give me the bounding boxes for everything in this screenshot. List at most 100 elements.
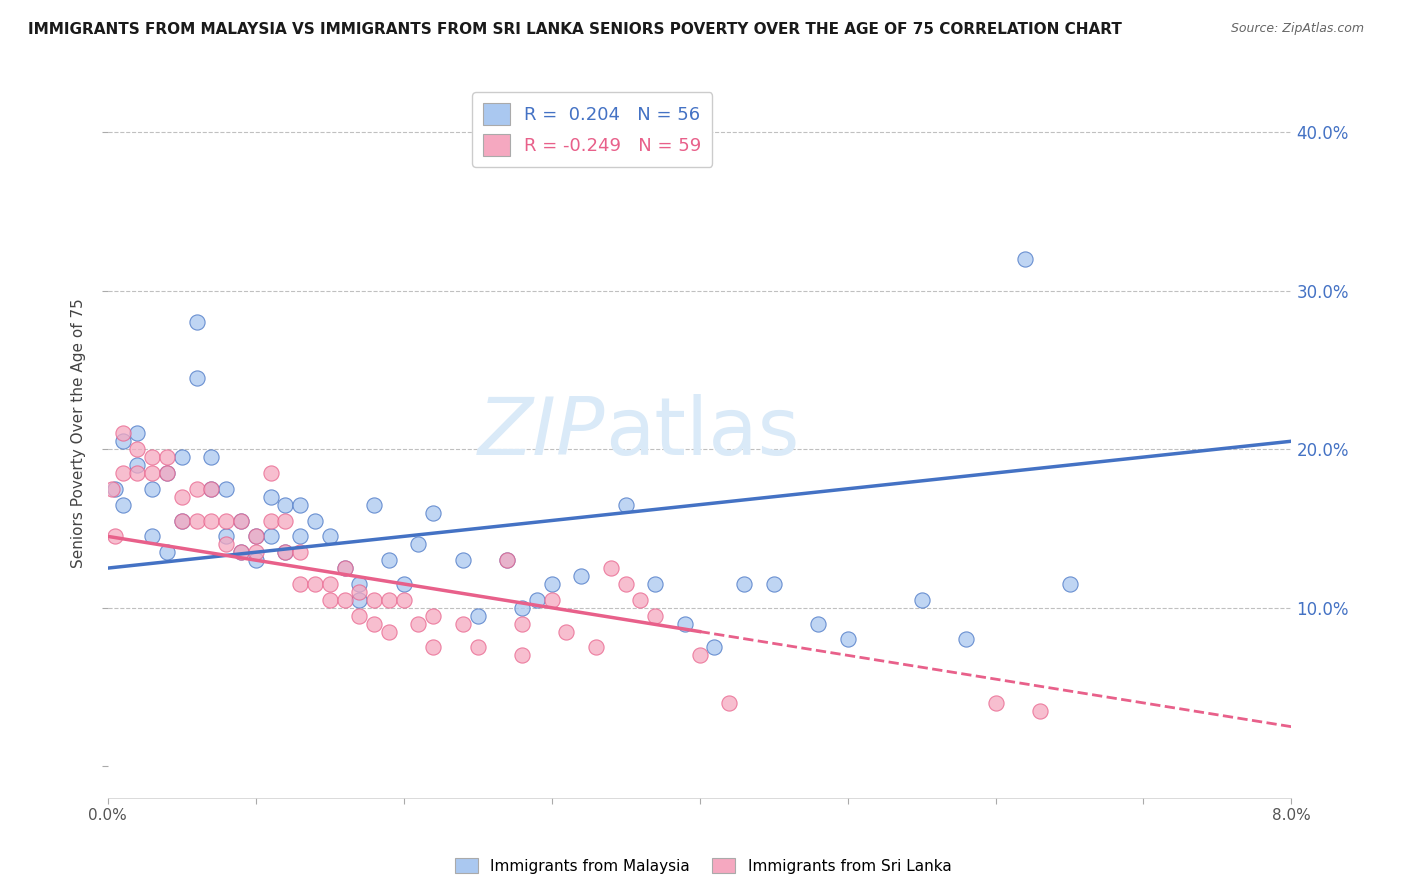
Point	[628, 592, 651, 607]
Point	[762, 577, 785, 591]
Point	[349, 585, 371, 599]
Point	[378, 624, 401, 639]
Point	[288, 498, 311, 512]
Point	[304, 577, 326, 591]
Point	[408, 616, 430, 631]
Point	[422, 506, 444, 520]
Point	[510, 648, 533, 663]
Point	[245, 529, 267, 543]
Text: IMMIGRANTS FROM MALAYSIA VS IMMIGRANTS FROM SRI LANKA SENIORS POVERTY OVER THE A: IMMIGRANTS FROM MALAYSIA VS IMMIGRANTS F…	[28, 22, 1122, 37]
Point	[614, 577, 637, 591]
Point	[229, 514, 252, 528]
Point	[288, 529, 311, 543]
Point	[170, 514, 193, 528]
Point	[186, 482, 208, 496]
Point	[540, 577, 562, 591]
Point	[156, 545, 179, 559]
Point	[274, 545, 297, 559]
Point	[496, 553, 519, 567]
Point	[200, 514, 222, 528]
Point	[141, 466, 163, 480]
Point	[422, 640, 444, 655]
Point	[807, 616, 830, 631]
Point	[333, 561, 356, 575]
Point	[186, 514, 208, 528]
Point	[1014, 252, 1036, 266]
Point	[245, 529, 267, 543]
Point	[229, 545, 252, 559]
Point	[141, 529, 163, 543]
Point	[540, 592, 562, 607]
Point	[200, 482, 222, 496]
Point	[363, 592, 385, 607]
Point	[644, 608, 666, 623]
Point	[333, 592, 356, 607]
Point	[215, 537, 238, 551]
Point	[141, 450, 163, 464]
Point	[274, 498, 297, 512]
Point	[614, 498, 637, 512]
Point	[274, 545, 297, 559]
Legend: R =  0.204   N = 56, R = -0.249   N = 59: R = 0.204 N = 56, R = -0.249 N = 59	[472, 92, 713, 167]
Point	[467, 608, 489, 623]
Point	[156, 466, 179, 480]
Point	[288, 577, 311, 591]
Point	[259, 490, 281, 504]
Point	[170, 450, 193, 464]
Point	[229, 545, 252, 559]
Point	[467, 640, 489, 655]
Point	[170, 490, 193, 504]
Point	[718, 696, 741, 710]
Point	[510, 616, 533, 631]
Point	[304, 514, 326, 528]
Point	[259, 514, 281, 528]
Point	[569, 569, 592, 583]
Point	[259, 529, 281, 543]
Point	[319, 529, 342, 543]
Point	[392, 592, 415, 607]
Point	[245, 545, 267, 559]
Point	[673, 616, 696, 631]
Point	[408, 537, 430, 551]
Point	[288, 545, 311, 559]
Point	[111, 426, 134, 441]
Point	[215, 482, 238, 496]
Point	[496, 553, 519, 567]
Point	[156, 450, 179, 464]
Point	[392, 577, 415, 591]
Point	[451, 616, 474, 631]
Point	[349, 592, 371, 607]
Point	[127, 466, 149, 480]
Point	[1029, 704, 1052, 718]
Point	[200, 450, 222, 464]
Point	[127, 442, 149, 457]
Point	[156, 466, 179, 480]
Point	[186, 371, 208, 385]
Point	[378, 592, 401, 607]
Point	[111, 466, 134, 480]
Point	[733, 577, 755, 591]
Point	[111, 498, 134, 512]
Point	[141, 482, 163, 496]
Point	[363, 498, 385, 512]
Point	[200, 482, 222, 496]
Point	[259, 466, 281, 480]
Point	[1059, 577, 1081, 591]
Point	[349, 608, 371, 623]
Point	[703, 640, 725, 655]
Point	[111, 434, 134, 449]
Point	[215, 514, 238, 528]
Point	[170, 514, 193, 528]
Point	[555, 624, 578, 639]
Point	[526, 592, 548, 607]
Point	[274, 514, 297, 528]
Point	[215, 529, 238, 543]
Point	[378, 553, 401, 567]
Point	[104, 482, 127, 496]
Point	[422, 608, 444, 623]
Legend: Immigrants from Malaysia, Immigrants from Sri Lanka: Immigrants from Malaysia, Immigrants fro…	[449, 852, 957, 880]
Point	[127, 458, 149, 472]
Point	[186, 315, 208, 329]
Text: ZIP: ZIP	[478, 394, 605, 472]
Point	[644, 577, 666, 591]
